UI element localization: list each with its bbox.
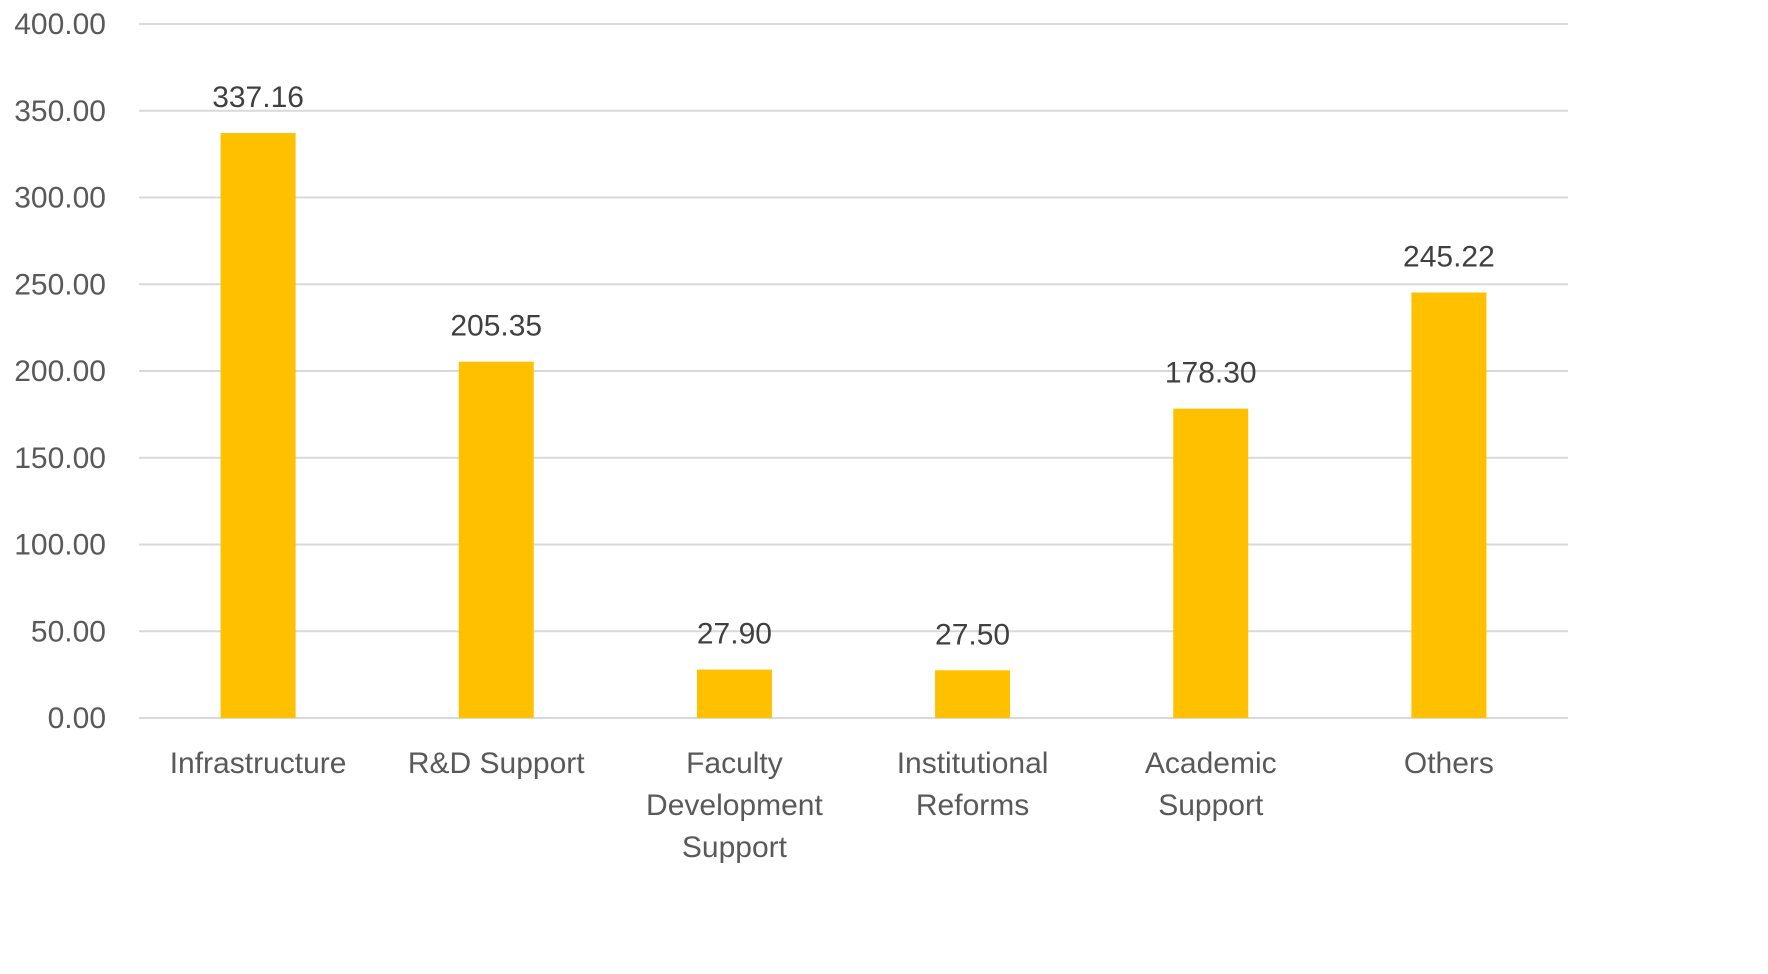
y-tick-label: 350.00	[14, 95, 106, 128]
category-label-line: Support	[1158, 789, 1264, 822]
gridlines	[139, 23, 1568, 719]
category-label-line: Institutional	[897, 747, 1049, 780]
category-label-line: Support	[682, 831, 788, 864]
category-label-line: Reforms	[916, 789, 1029, 822]
y-tick-label: 250.00	[14, 268, 106, 301]
y-tick-label: 100.00	[14, 529, 106, 562]
data-label: 178.30	[1165, 357, 1257, 390]
category-label: Academic Support	[1145, 747, 1277, 822]
category-label: Infrastructure	[170, 747, 347, 780]
y-axis-tick-labels: 0.00 50.00 100.00 150.00 200.00 250.00 300.00 3…	[14, 8, 106, 735]
x-axis-category-labels: Infrastructure R&D Support Faculty Developm…	[170, 747, 1494, 864]
bar	[220, 133, 296, 718]
category-label-line: Academic	[1145, 747, 1277, 780]
y-tick-label: 400.00	[14, 8, 106, 41]
category-label: Faculty Development Support	[646, 747, 823, 864]
data-label: 27.50	[935, 618, 1010, 651]
data-label: 205.35	[450, 310, 542, 343]
y-tick-label: 300.00	[14, 182, 106, 215]
bar	[935, 670, 1011, 718]
bars	[220, 133, 1487, 718]
category-label-line: Development	[646, 789, 823, 822]
category-label-line: Faculty	[686, 747, 783, 780]
category-label: Institutional Reforms	[897, 747, 1049, 822]
y-tick-label: 50.00	[31, 615, 106, 648]
data-label: 337.16	[212, 81, 304, 114]
category-label-line: R&D Support	[408, 747, 585, 780]
bar	[458, 361, 534, 718]
data-label: 245.22	[1403, 241, 1495, 274]
data-label: 27.90	[697, 618, 772, 651]
y-tick-label: 200.00	[14, 355, 106, 388]
data-labels: 337.16 205.35 27.90 27.50 178.30 245.22	[212, 81, 1495, 651]
y-tick-label: 150.00	[14, 442, 106, 475]
category-label-line: Infrastructure	[170, 747, 347, 780]
bar	[1173, 408, 1249, 718]
category-label: Others	[1404, 747, 1494, 780]
bar	[1411, 292, 1487, 718]
category-label: R&D Support	[408, 747, 585, 780]
bar	[696, 669, 772, 718]
y-tick-label: 0.00	[48, 702, 106, 735]
category-label-line: Others	[1404, 747, 1494, 780]
